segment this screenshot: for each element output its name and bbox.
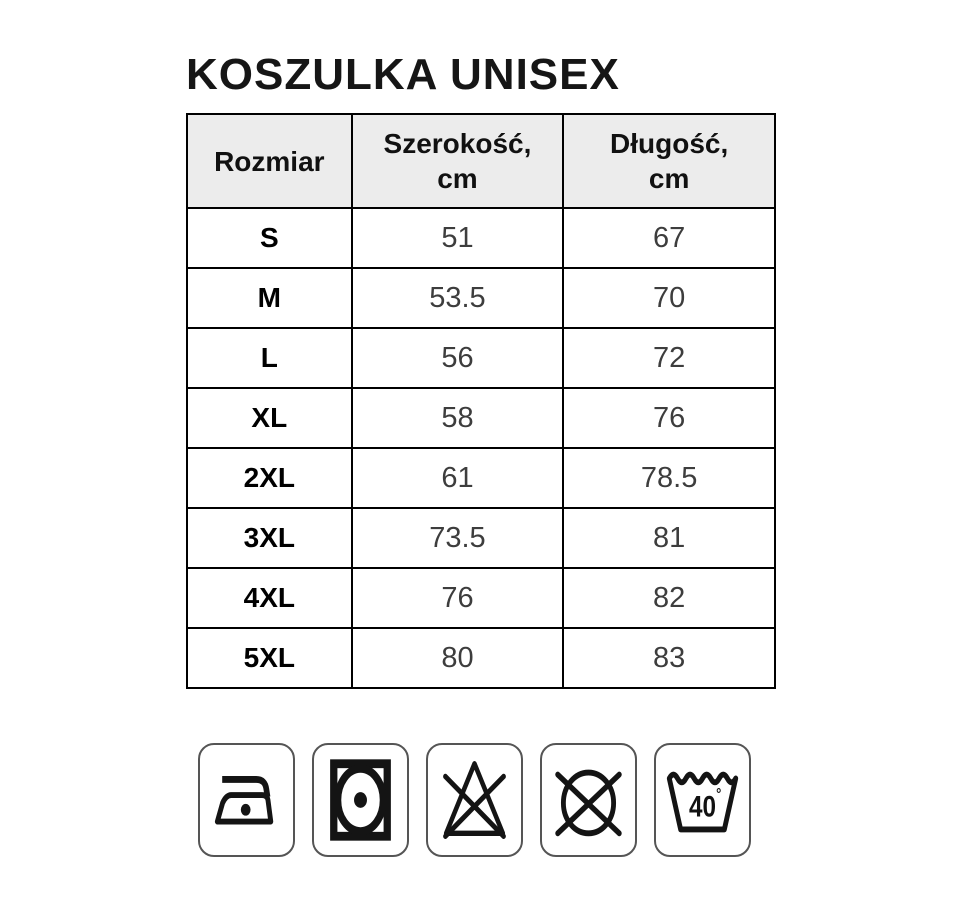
size-chart-page: KOSZULKA UNISEX Rozmiar Szerokość, cm Dł… bbox=[186, 50, 960, 857]
size-table: Rozmiar Szerokość, cm Długość, cm S 51 6… bbox=[186, 113, 776, 689]
table-row: XL 58 76 bbox=[186, 387, 776, 449]
width-cell: 51 bbox=[350, 207, 565, 269]
table-row: 2XL 61 78.5 bbox=[186, 447, 776, 509]
length-cell: 76 bbox=[562, 387, 776, 449]
size-cell: 4XL bbox=[186, 567, 353, 629]
wash-temp-degree: ° bbox=[716, 786, 721, 803]
care-symbol-tile bbox=[426, 743, 523, 857]
care-symbol-tile: 40 ° bbox=[654, 743, 751, 857]
size-cell: XL bbox=[186, 387, 353, 449]
do-not-dry-clean-icon bbox=[555, 769, 622, 837]
header-dlugosc-line1: Długość, bbox=[610, 128, 729, 159]
tumble-dry-one-dot-icon bbox=[330, 759, 391, 841]
size-cell: 5XL bbox=[186, 627, 353, 689]
length-cell: 82 bbox=[562, 567, 776, 629]
table-row: 3XL 73.5 81 bbox=[186, 507, 776, 569]
header-dlugosc-line2: cm bbox=[648, 163, 690, 194]
width-cell: 61 bbox=[350, 447, 565, 509]
width-cell: 53.5 bbox=[350, 267, 565, 329]
size-cell: 2XL bbox=[186, 447, 353, 509]
width-cell: 56 bbox=[350, 327, 565, 389]
header-szerokosc: Szerokość, cm bbox=[350, 113, 565, 209]
table-row: M 53.5 70 bbox=[186, 267, 776, 329]
wash-40-icon: 40 ° bbox=[666, 771, 739, 833]
length-cell: 67 bbox=[562, 207, 776, 269]
table-row: 4XL 76 82 bbox=[186, 567, 776, 629]
width-cell: 73.5 bbox=[350, 507, 565, 569]
header-szerokosc-line1: Szerokość, bbox=[383, 128, 532, 159]
care-symbols-row: 40 ° bbox=[186, 743, 960, 857]
care-symbol-tile bbox=[312, 743, 409, 857]
header-rozmiar-label: Rozmiar bbox=[214, 145, 325, 177]
size-cell: L bbox=[186, 327, 353, 389]
table-row: S 51 67 bbox=[186, 207, 776, 269]
size-cell: 3XL bbox=[186, 507, 353, 569]
size-cell: M bbox=[186, 267, 353, 329]
table-header-row: Rozmiar Szerokość, cm Długość, cm bbox=[186, 113, 776, 209]
length-cell: 78.5 bbox=[562, 447, 776, 509]
length-cell: 70 bbox=[562, 267, 776, 329]
length-cell: 83 bbox=[562, 627, 776, 689]
header-rozmiar: Rozmiar bbox=[186, 113, 353, 209]
wash-temp-label: 40 bbox=[689, 790, 716, 823]
size-cell: S bbox=[186, 207, 353, 269]
width-cell: 80 bbox=[350, 627, 565, 689]
do-not-bleach-icon bbox=[443, 761, 506, 839]
table-row: L 56 72 bbox=[186, 327, 776, 389]
table-row: 5XL 80 83 bbox=[186, 627, 776, 689]
width-cell: 58 bbox=[350, 387, 565, 449]
width-cell: 76 bbox=[350, 567, 565, 629]
header-dlugosc: Długość, cm bbox=[562, 113, 776, 209]
header-szerokosc-line2: cm bbox=[437, 163, 478, 194]
care-symbol-tile bbox=[540, 743, 637, 857]
length-cell: 72 bbox=[562, 327, 776, 389]
iron-one-dot-icon bbox=[214, 775, 274, 825]
length-cell: 81 bbox=[562, 507, 776, 569]
care-symbol-tile bbox=[198, 743, 295, 857]
page-title: KOSZULKA UNISEX bbox=[186, 50, 620, 99]
